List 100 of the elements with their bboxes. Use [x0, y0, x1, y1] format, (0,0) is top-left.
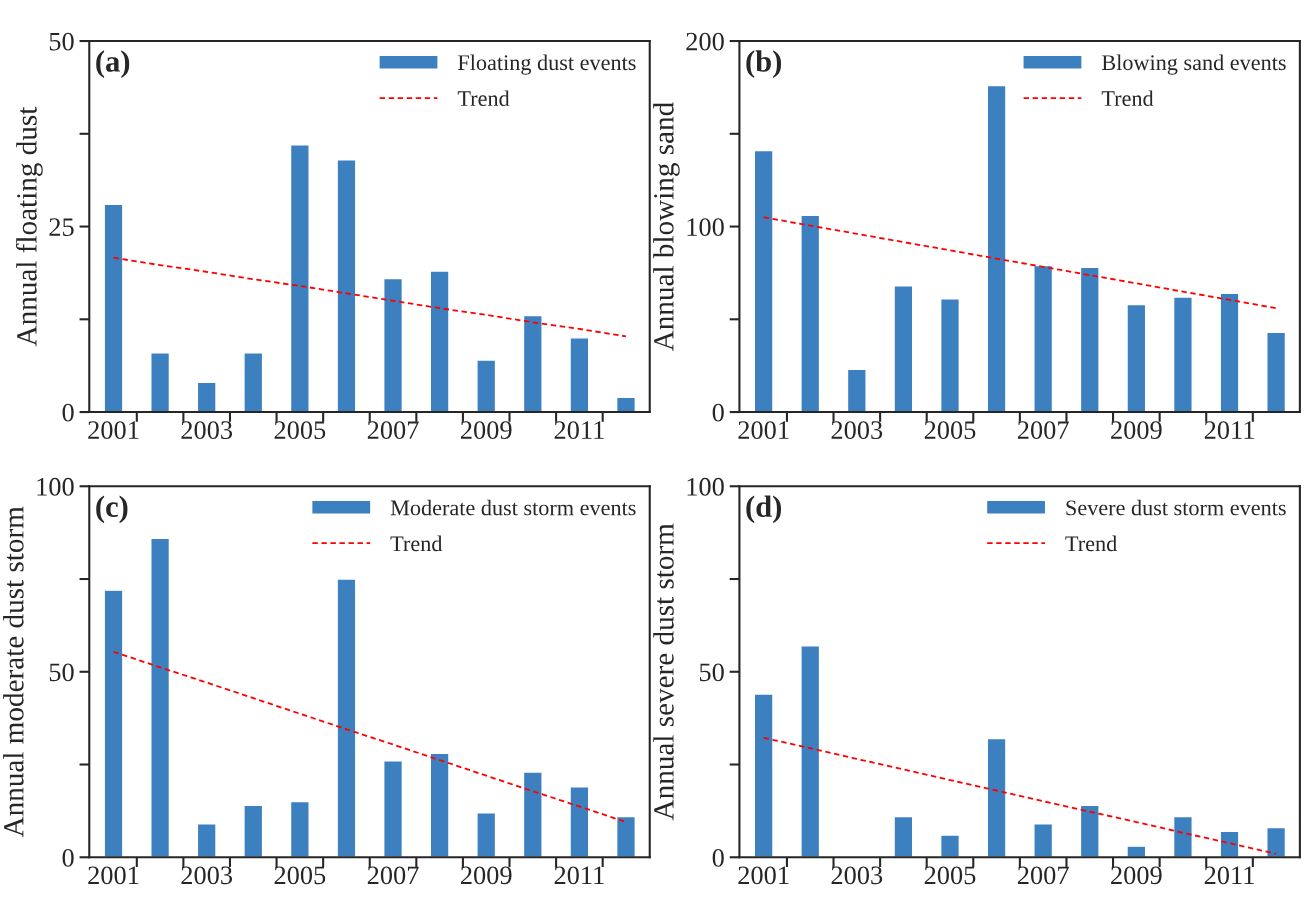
bar: [196, 381, 217, 413]
bar: [569, 337, 590, 413]
x-tick-label: 2001: [88, 866, 139, 885]
x-tick-label: 2011: [554, 421, 604, 439]
x-tick-label: 2007: [367, 421, 419, 439]
annotation: (a): [96, 50, 130, 79]
line-series: [112, 650, 627, 823]
bar: [753, 693, 774, 858]
annotation: (c): [96, 495, 128, 524]
y-tick-label: 200: [686, 32, 724, 51]
bar: [1172, 815, 1193, 858]
bar: [1219, 292, 1240, 413]
bar: [846, 368, 867, 413]
bar: [753, 149, 774, 413]
x-tick-label: 2005: [924, 421, 976, 439]
x-tick-label: 2003: [831, 421, 883, 439]
x-tick-label: 2007: [1017, 866, 1069, 885]
annotation: (d): [746, 495, 782, 524]
x-tick-label: 2009: [460, 421, 512, 439]
x-tick-label: 2009: [1111, 866, 1162, 885]
bar: [103, 203, 124, 413]
bar: [800, 214, 821, 413]
bar: [289, 800, 310, 858]
bar: [383, 760, 404, 858]
x-tick-label: 2005: [274, 421, 326, 439]
y-tick-label: 0: [62, 403, 74, 422]
line-series: [762, 736, 1278, 855]
x-tick-label: 2007: [1017, 421, 1069, 439]
bar: [476, 359, 497, 413]
legend-label: Trend: [390, 535, 443, 552]
bar: [939, 834, 961, 858]
bar: [336, 578, 357, 858]
bar: [1266, 826, 1287, 858]
legend-label: Trend: [1101, 90, 1154, 107]
annotation: (b): [746, 50, 782, 79]
x-tick-label: 2009: [460, 866, 512, 885]
x-tick-label: 2011: [554, 866, 604, 885]
y-axis-title: Annual moderate dust storm: [3, 506, 24, 838]
x-tick-label: 2005: [274, 866, 326, 885]
legend-label: Blowing sand events: [1102, 54, 1286, 75]
x-tick-label: 2009: [1111, 421, 1162, 439]
y-axis-title: Annual blowing sand: [653, 102, 680, 352]
line-series: [112, 256, 627, 338]
bar: [429, 752, 450, 858]
bar: [1079, 266, 1100, 413]
bar: [1033, 823, 1054, 858]
bar: [476, 812, 497, 858]
x-tick-label: 2011: [1204, 421, 1254, 439]
bar: [522, 314, 543, 413]
y-tick-label: 0: [712, 403, 724, 422]
x-tick-label: 2011: [1204, 866, 1254, 885]
bar: [800, 645, 821, 858]
bar: [1126, 303, 1147, 413]
bar: [1266, 331, 1287, 413]
legend-label: Severe dust storm events: [1066, 499, 1286, 516]
bar: [893, 815, 914, 858]
line-series: [762, 216, 1278, 310]
bar: [429, 270, 450, 413]
bar: [1033, 264, 1054, 413]
bar: [150, 352, 171, 413]
bar: [196, 823, 217, 858]
bar: [336, 159, 357, 413]
bar: [1219, 830, 1240, 858]
legend-label: Floating dust events: [458, 54, 636, 75]
bar: [1172, 296, 1193, 413]
bar: [522, 771, 543, 858]
bar: [569, 786, 590, 858]
bar: [986, 84, 1007, 413]
x-tick-label: 2003: [181, 421, 233, 439]
y-tick-label: 50: [699, 663, 724, 682]
bar: [103, 589, 124, 858]
y-tick-label: 0: [62, 848, 74, 867]
y-tick-label: 0: [712, 848, 724, 867]
bar: [243, 804, 264, 858]
x-tick-label: 2001: [738, 866, 789, 885]
x-tick-label: 2001: [88, 421, 139, 439]
y-tick-label: 100: [687, 218, 724, 236]
y-tick-label: 25: [49, 218, 74, 236]
x-tick-label: 2001: [738, 421, 789, 439]
legend-label: Moderate dust storm events: [390, 499, 636, 516]
bar: [939, 298, 961, 413]
bar: [1079, 804, 1100, 858]
y-tick-label: 100: [37, 477, 74, 496]
x-tick-label: 2007: [367, 866, 419, 885]
x-tick-label: 2003: [181, 866, 233, 885]
bar: [383, 277, 404, 413]
legend-label: Trend: [1065, 535, 1117, 552]
x-tick-label: 2003: [831, 866, 883, 885]
y-tick-label: 50: [49, 663, 74, 682]
y-tick-label: 100: [687, 477, 724, 496]
bar: [893, 285, 914, 413]
legend-label: Trend: [457, 90, 510, 107]
bar: [150, 537, 171, 858]
y-axis-title: Annual floating dust: [15, 106, 43, 347]
bar: [986, 737, 1007, 858]
bar: [615, 396, 636, 413]
bar: [289, 144, 310, 413]
y-tick-label: 50: [49, 32, 74, 51]
x-tick-label: 2005: [924, 866, 976, 885]
bar: [243, 352, 264, 413]
